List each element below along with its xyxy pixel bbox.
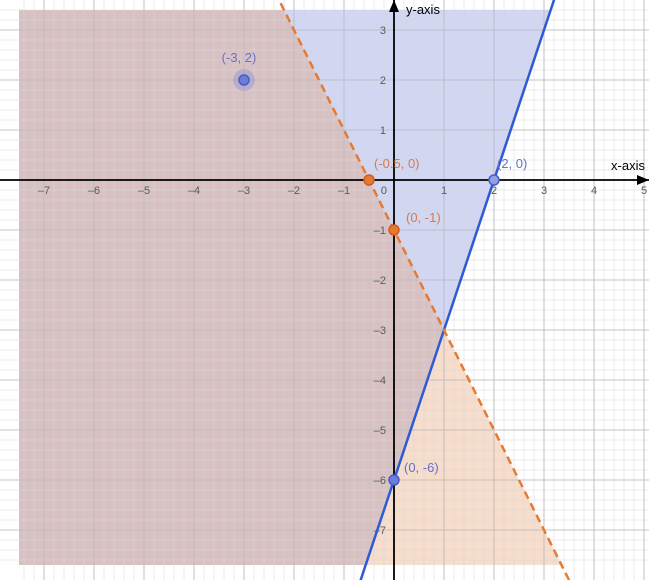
inequality-chart: –7–6–5–4–3–2–112345–7–6–5–4–3–2–11230x-a…: [0, 0, 649, 580]
x-tick-label: 3: [541, 185, 547, 197]
point-p2: [364, 175, 374, 185]
x-tick-label: –3: [238, 185, 250, 197]
point-label-p1: (-3, 2): [222, 50, 257, 65]
x-tick-label: –4: [188, 185, 200, 197]
x-tick-label: –6: [88, 185, 100, 197]
x-tick-label: –5: [138, 185, 150, 197]
point-label-p2: (-0.5, 0): [374, 156, 420, 171]
y-tick-label: –2: [374, 275, 386, 287]
y-tick-label: –6: [374, 475, 386, 487]
x-tick-label: –7: [38, 185, 50, 197]
x-tick-label: 5: [641, 185, 647, 197]
y-tick-label: –4: [374, 375, 386, 387]
x-tick-label: 4: [591, 185, 597, 197]
point-label-p4: (0, -1): [406, 210, 441, 225]
y-tick-label: 1: [380, 125, 386, 137]
x-axis-label: x-axis: [611, 158, 645, 173]
y-tick-label: –5: [374, 425, 386, 437]
point-p5: [389, 475, 399, 485]
point-p4: [389, 225, 399, 235]
x-tick-label: –1: [338, 185, 350, 197]
y-axis-label: y-axis: [406, 2, 440, 17]
point-label-p5: (0, -6): [404, 460, 439, 475]
y-tick-label: 3: [380, 25, 386, 37]
point-p1: [239, 75, 249, 85]
y-tick-label: –1: [374, 225, 386, 237]
chart-container: –7–6–5–4–3–2–112345–7–6–5–4–3–2–11230x-a…: [0, 0, 649, 580]
point-label-p3: (2, 0): [497, 156, 527, 171]
y-tick-label: 2: [380, 75, 386, 87]
x-tick-label: 1: [441, 185, 447, 197]
x-tick-label: –2: [288, 185, 300, 197]
origin-label: 0: [381, 185, 387, 197]
y-tick-label: –3: [374, 325, 386, 337]
point-p3: [489, 175, 499, 185]
